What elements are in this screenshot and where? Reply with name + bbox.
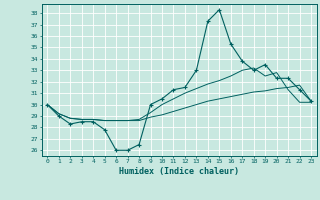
X-axis label: Humidex (Indice chaleur): Humidex (Indice chaleur): [119, 167, 239, 176]
